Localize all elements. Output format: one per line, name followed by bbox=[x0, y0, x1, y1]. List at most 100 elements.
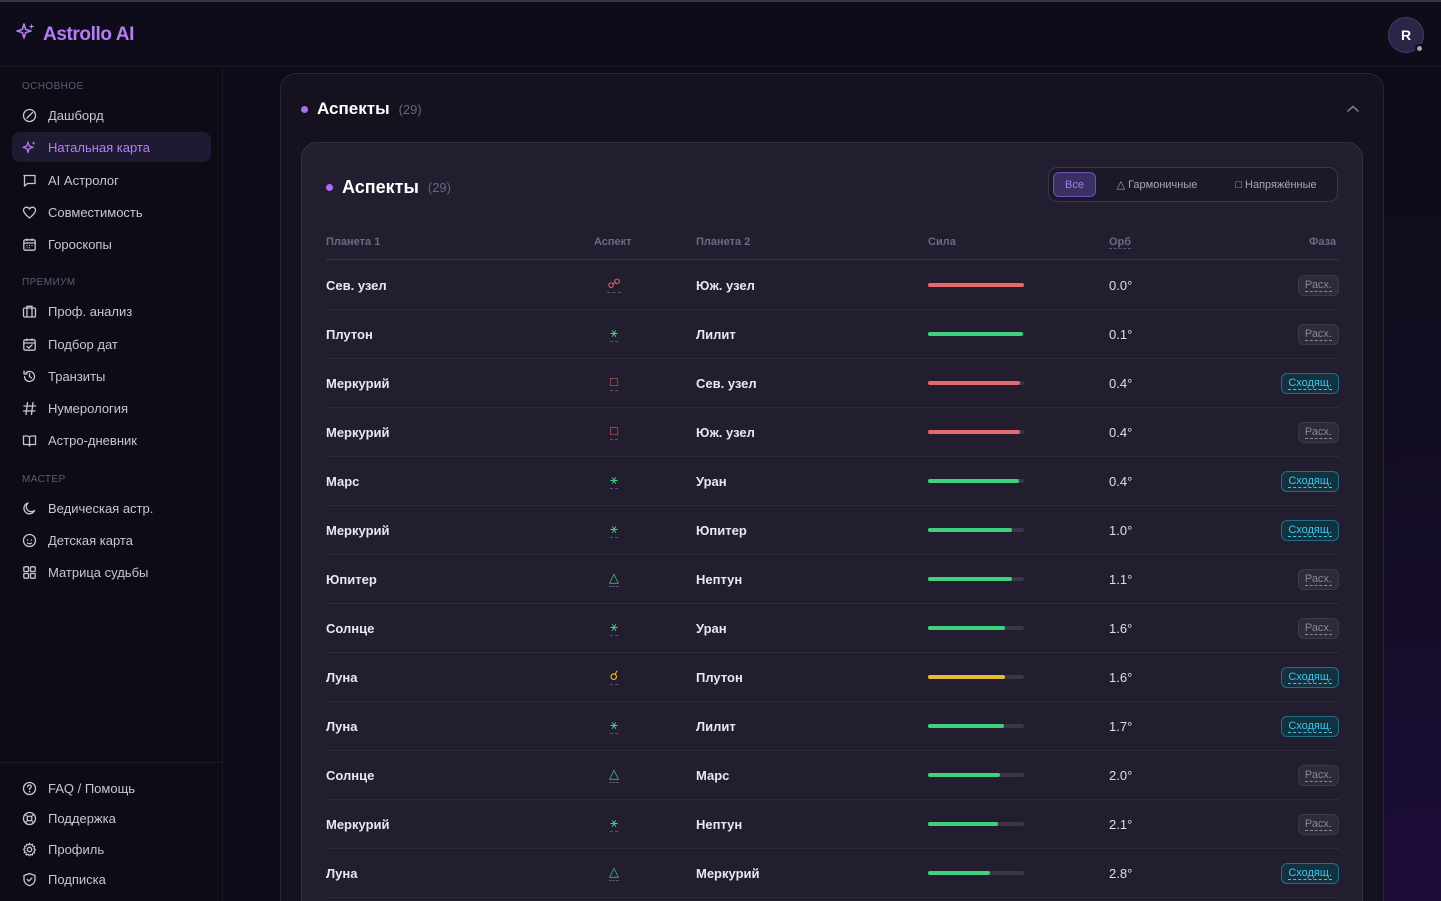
sidebar-item-footer-1[interactable]: Поддержка bbox=[12, 803, 211, 833]
app-logo[interactable]: Astrollo AI bbox=[16, 22, 134, 47]
aspect-cell[interactable]: ☌ bbox=[607, 653, 621, 701]
column-header-strength[interactable]: Сила bbox=[928, 236, 956, 248]
aspect-cell[interactable]: ⚹ bbox=[607, 506, 621, 554]
phase-badge[interactable]: Сходящ. bbox=[1281, 373, 1339, 394]
sidebar-item-items-6[interactable]: Подбор дат bbox=[12, 329, 211, 359]
table-header-divider bbox=[326, 259, 1339, 260]
panel-header[interactable]: Аспекты (29) bbox=[301, 99, 422, 119]
column-header-planet1[interactable]: Планета 1 bbox=[326, 236, 381, 248]
sidebar-item-items-10[interactable]: Ведическая астр. bbox=[12, 493, 211, 523]
planet1-cell: Солнце bbox=[326, 767, 375, 783]
aspect-cell[interactable]: ⚹ bbox=[607, 702, 621, 750]
table-row[interactable]: Луна ⚹ Лилит 1.7° Сходящ. bbox=[326, 702, 1339, 751]
column-header-orb[interactable]: Орб bbox=[1109, 236, 1132, 249]
table-row[interactable]: Луна △ Меркурий 2.8° Сходящ. bbox=[326, 849, 1339, 898]
calendar-icon bbox=[22, 237, 37, 252]
phase-badge[interactable]: Расх. bbox=[1297, 422, 1339, 443]
column-header-aspect[interactable]: Аспект bbox=[594, 236, 632, 248]
strength-bar-fill bbox=[928, 724, 1004, 728]
strength-cell bbox=[928, 751, 1024, 799]
phase-badge[interactable]: Расх. bbox=[1297, 814, 1339, 835]
phase-badge[interactable]: Сходящ. bbox=[1281, 667, 1339, 688]
filter-all-button[interactable]: Все bbox=[1053, 172, 1096, 197]
sidebar-item-items-3[interactable]: Совместимость bbox=[12, 197, 211, 227]
sidebar-item-items-7[interactable]: Транзиты bbox=[12, 361, 211, 391]
sidebar-item-items-5[interactable]: Проф. анализ bbox=[12, 296, 211, 326]
sidebar-item-footer-3[interactable]: Подписка bbox=[12, 864, 211, 894]
aspect-cell[interactable]: ⚹ bbox=[607, 310, 621, 358]
strength-bar bbox=[928, 381, 1024, 385]
sidebar-item-footer-2[interactable]: Профиль bbox=[12, 834, 211, 864]
aspect-symbol-icon: △ bbox=[609, 864, 619, 881]
table-row[interactable]: Юпитер △ Нептун 1.1° Расх. bbox=[326, 555, 1339, 604]
sidebar-item-items-4[interactable]: Гороскопы bbox=[12, 229, 211, 259]
aspect-cell[interactable]: □ bbox=[607, 408, 621, 456]
aspect-cell[interactable]: ☍ bbox=[607, 261, 621, 309]
table-row[interactable]: Плутон ⚹ Лилит 0.1° Расх. bbox=[326, 310, 1339, 359]
sidebar-item-items-2[interactable]: AI Астролог bbox=[12, 165, 211, 195]
table-row[interactable]: Меркурий ⚹ Юпитер 1.0° Сходящ. bbox=[326, 506, 1339, 555]
sidebar-item-label: Астро-дневник bbox=[48, 432, 137, 448]
sidebar-item-items-0[interactable]: Дашборд bbox=[12, 100, 211, 130]
sidebar-item-items-8[interactable]: Нумерология bbox=[12, 393, 211, 423]
aspect-cell[interactable]: □ bbox=[607, 359, 621, 407]
sidebar-item-label: Гороскопы bbox=[48, 236, 112, 252]
table-row[interactable]: Меркурий □ Сев. узел 0.4° Сходящ. bbox=[326, 359, 1339, 408]
aspect-cell[interactable]: △ bbox=[607, 751, 621, 799]
phase-label: Расх. bbox=[1304, 818, 1332, 831]
column-header-phase[interactable]: Фаза bbox=[1309, 236, 1337, 248]
app-name: Astrollo AI bbox=[43, 23, 134, 45]
strength-cell bbox=[928, 261, 1024, 309]
aspect-cell[interactable]: △ bbox=[607, 555, 621, 603]
phase-badge[interactable]: Расх. bbox=[1297, 324, 1339, 345]
filter-harmonious-button[interactable]: △ Гармоничные bbox=[1107, 172, 1207, 197]
sidebar-item-label: Проф. анализ bbox=[48, 303, 133, 319]
phase-badge[interactable]: Расх. bbox=[1297, 569, 1339, 590]
strength-cell bbox=[928, 800, 1024, 848]
aspect-symbol-icon: ⚹ bbox=[610, 325, 618, 342]
shield-icon bbox=[22, 872, 37, 887]
sidebar-item-items-12[interactable]: Матрица судьбы bbox=[12, 557, 211, 587]
aspect-cell[interactable]: △ bbox=[607, 849, 621, 897]
aspect-symbol-icon: ⚹ bbox=[610, 815, 618, 832]
strength-bar bbox=[928, 822, 1024, 826]
filter-tense-button[interactable]: □ Напряжённые bbox=[1225, 172, 1327, 197]
phase-badge[interactable]: Сходящ. bbox=[1281, 471, 1339, 492]
phase-badge[interactable]: Расх. bbox=[1297, 765, 1339, 786]
phase-badge[interactable]: Сходящ. bbox=[1281, 716, 1339, 737]
sidebar: ОСНОВНОЕ ПРЕМИУМ МАСТЕР Дашборд Натальная… bbox=[0, 68, 223, 901]
table-row[interactable]: Сев. узел ☍ Юж. узел 0.0° Расх. bbox=[326, 261, 1339, 310]
planet1-cell: Сев. узел bbox=[326, 277, 387, 293]
table-row[interactable]: Солнце △ Марс 2.0° Расх. bbox=[326, 751, 1339, 800]
sidebar-item-items-9[interactable]: Астро-дневник bbox=[12, 425, 211, 455]
phase-badge[interactable]: Расх. bbox=[1297, 618, 1339, 639]
column-header-planet2[interactable]: Планета 2 bbox=[696, 236, 751, 248]
gear-icon bbox=[22, 842, 37, 857]
phase-badge[interactable]: Сходящ. bbox=[1281, 520, 1339, 541]
phase-label: Сходящ. bbox=[1288, 867, 1332, 880]
planet2-cell: Уран bbox=[696, 620, 727, 636]
table-row[interactable]: Марс ⚹ Уран 0.4° Сходящ. bbox=[326, 457, 1339, 506]
strength-bar bbox=[928, 871, 1024, 875]
planet2-cell: Юж. узел bbox=[696, 277, 755, 293]
aspect-cell[interactable]: ⚹ bbox=[607, 457, 621, 505]
phase-badge[interactable]: Сходящ. bbox=[1281, 863, 1339, 884]
aspects-panel: Аспекты (29) Аспекты (29) Все △ Гармонич… bbox=[280, 73, 1384, 901]
history-icon bbox=[22, 369, 37, 384]
sidebar-item-items-1[interactable]: Натальная карта bbox=[12, 132, 211, 162]
sidebar-item-items-11[interactable]: Детская карта bbox=[12, 525, 211, 555]
user-avatar[interactable]: R bbox=[1388, 17, 1424, 53]
table-row[interactable]: Солнце ⚹ Уран 1.6° Расх. bbox=[326, 604, 1339, 653]
planet2-cell: Плутон bbox=[696, 669, 743, 685]
aspect-cell[interactable]: ⚹ bbox=[607, 604, 621, 652]
phase-badge[interactable]: Расх. bbox=[1297, 275, 1339, 296]
chevron-up-icon[interactable] bbox=[1345, 102, 1361, 114]
table-row[interactable]: Луна ☌ Плутон 1.6° Сходящ. bbox=[326, 653, 1339, 702]
planet1-cell: Меркурий bbox=[326, 816, 390, 832]
aspect-symbol-icon: □ bbox=[610, 423, 618, 440]
table-row[interactable]: Меркурий □ Юж. узел 0.4° Расх. bbox=[326, 408, 1339, 457]
table-row[interactable]: Меркурий ⚹ Нептун 2.1° Расх. bbox=[326, 800, 1339, 849]
planet1-cell: Юпитер bbox=[326, 571, 377, 587]
sidebar-item-footer-0[interactable]: FAQ / Помощь bbox=[12, 773, 211, 803]
aspect-cell[interactable]: ⚹ bbox=[607, 800, 621, 848]
